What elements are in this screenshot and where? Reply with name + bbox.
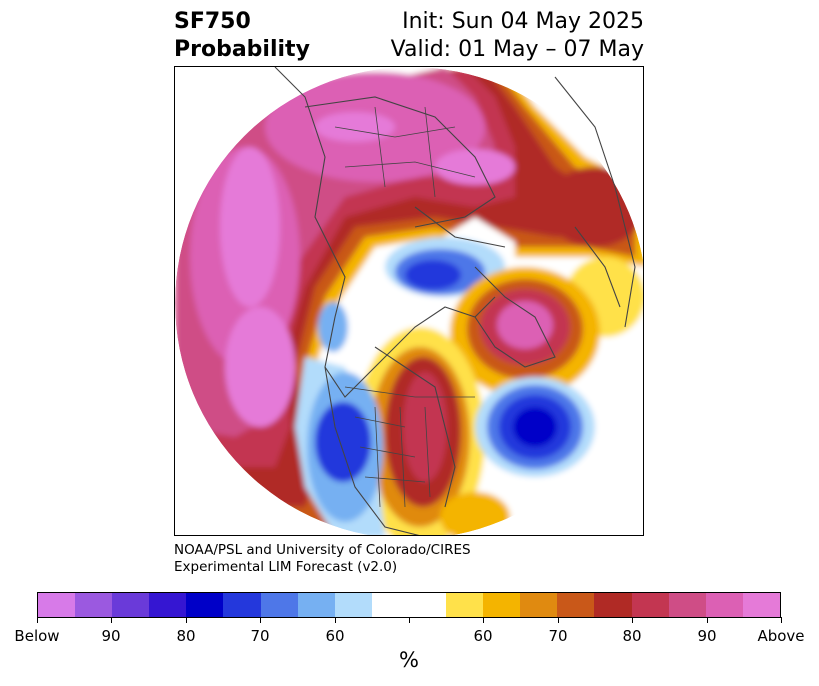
polar-map [174,66,644,536]
colorbar-segment [186,593,224,617]
colorbar-tick [632,617,633,623]
colorbar-segment [408,593,447,617]
credit-text: NOAA/PSL and University of Colorado/CIRE… [174,542,471,576]
probability-fill [175,67,643,535]
init-date: Init: Sun 04 May 2025 [402,9,644,34]
colorbar-segment [594,593,632,617]
colorbar [37,592,781,618]
colorbar-tick [186,617,187,623]
forecast-dates: Init: Sun 04 May 2025 Valid: 01 May – 07… [391,8,644,64]
map-title: SF750 Probability [174,8,310,64]
colorbar-segment [75,593,113,617]
colorbar-segment [631,593,669,617]
colorbar-label: 80 [622,627,642,645]
colorbar-segment [557,593,595,617]
colorbar-segment [483,593,521,617]
colorbar-tick [781,617,782,623]
valid-range: Valid: 01 May – 07 May [390,37,644,62]
colorbar-segment [705,593,743,617]
colorbar-segment [334,593,372,617]
coastlines [274,67,636,535]
colorbar-segment [38,593,76,617]
political-borders [334,106,476,508]
credit-line-2: Experimental LIM Forecast (v2.0) [174,559,398,575]
colorbar-tick [409,617,410,623]
colorbar-tick [335,617,336,623]
colorbar-tick [707,617,708,623]
variable-subtitle: Probability [174,37,310,62]
colorbar-label: 60 [325,627,345,645]
credit-line-1: NOAA/PSL and University of Colorado/CIRE… [174,542,471,558]
colorbar-label: 90 [101,627,121,645]
colorbar-label: 80 [176,627,196,645]
colorbar-segment [520,593,558,617]
colorbar-segment [742,593,780,617]
colorbar-label: Above [757,627,805,645]
colorbar-segment [260,593,298,617]
colorbar-segment [112,593,150,617]
colorbar-tick [37,617,38,623]
colorbar-tick [483,617,484,623]
colorbar-label: 70 [548,627,568,645]
colorbar-segment [149,593,187,617]
colorbar-label: 70 [250,627,270,645]
colorbar-segment [446,593,484,617]
colorbar-tick [111,617,112,623]
colorbar-label: 90 [697,627,717,645]
colorbar-tick [558,617,559,623]
colorbar-tick [260,617,261,623]
colorbar-units: % [399,648,419,672]
colorbar-segment [371,593,409,617]
colorbar-segment [668,593,706,617]
map-canvas [175,67,643,535]
colorbar-segment [297,593,335,617]
colorbar-segment [223,593,261,617]
colorbar-label: 60 [473,627,493,645]
colorbar-label: Below [14,627,60,645]
variable-name: SF750 [174,9,251,34]
